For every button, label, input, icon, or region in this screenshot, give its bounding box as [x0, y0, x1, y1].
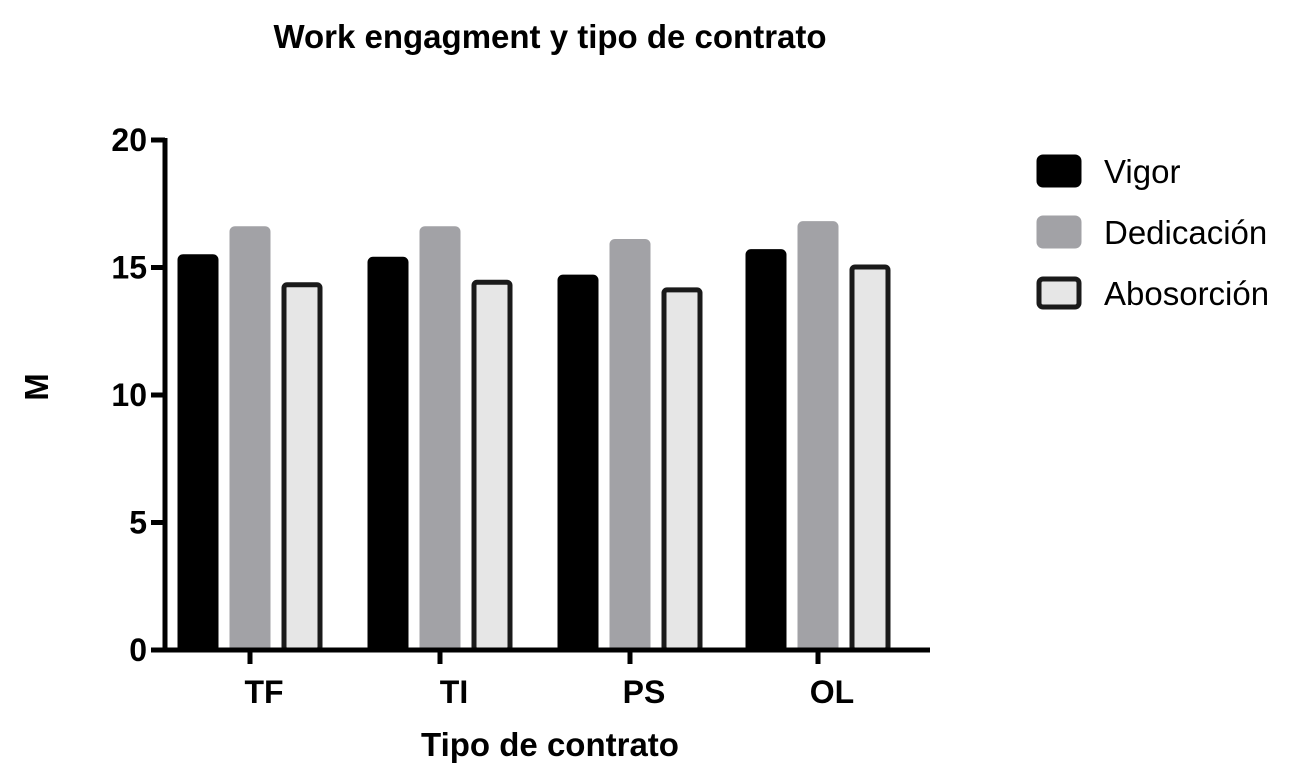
- bar-ol-2: [797, 221, 839, 653]
- bar-tf-3: [281, 282, 323, 653]
- axes-layer: [151, 137, 930, 664]
- legend-swatch-1: [1036, 154, 1082, 188]
- bar-ol-1: [745, 249, 787, 653]
- y-tick-label: 15: [111, 250, 147, 286]
- bar-ol-3: [849, 264, 891, 653]
- legend-swatch-2: [1036, 215, 1082, 249]
- bar-ti-1: [367, 256, 409, 653]
- chart-title: Work engagment y tipo de contrato: [273, 18, 826, 55]
- x-tick-label: TI: [440, 674, 468, 710]
- legend-swatch-3: [1036, 276, 1082, 310]
- x-tick-label: PS: [623, 674, 666, 710]
- x-tick-label: OL: [810, 674, 854, 710]
- y-tick-label: 5: [129, 505, 147, 541]
- bar-ps-1: [557, 274, 599, 653]
- y-tick-label: 10: [111, 377, 147, 413]
- bar-tf-1: [177, 254, 219, 653]
- legend-label-2: Dedicación: [1104, 214, 1267, 251]
- x-axis-title: Tipo de contrato: [421, 726, 679, 763]
- y-tick-labels: 0 5 10 15 20: [111, 122, 147, 668]
- legend-label-3: Abosorción: [1104, 275, 1269, 312]
- bar-ti-2: [419, 226, 461, 653]
- y-tick-label: 20: [111, 122, 147, 158]
- bar-tf-2: [229, 226, 271, 653]
- y-axis-title: M: [18, 373, 55, 401]
- bars-layer: [177, 221, 891, 653]
- legend-label-1: Vigor: [1104, 153, 1180, 190]
- x-tick-label: TF: [244, 674, 283, 710]
- bar-ps-3: [661, 287, 703, 653]
- legend: Vigor Dedicación Abosorción: [1036, 153, 1269, 312]
- x-tick-labels: TF TI PS OL: [244, 674, 854, 710]
- bar-ps-2: [609, 238, 651, 653]
- y-tick-label: 0: [129, 632, 147, 668]
- bar-ti-3: [471, 279, 513, 653]
